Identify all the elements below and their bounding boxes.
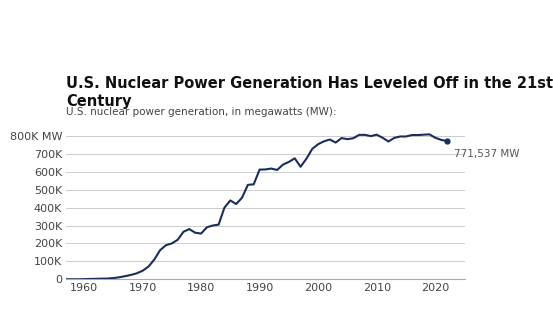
Text: U.S. nuclear power generation, in megawatts (MW):: U.S. nuclear power generation, in megawa…	[66, 107, 337, 117]
Text: U.S. Nuclear Power Generation Has Leveled Off in the 21st
Century: U.S. Nuclear Power Generation Has Levele…	[66, 76, 553, 109]
Text: 771,537 MW: 771,537 MW	[454, 149, 519, 159]
